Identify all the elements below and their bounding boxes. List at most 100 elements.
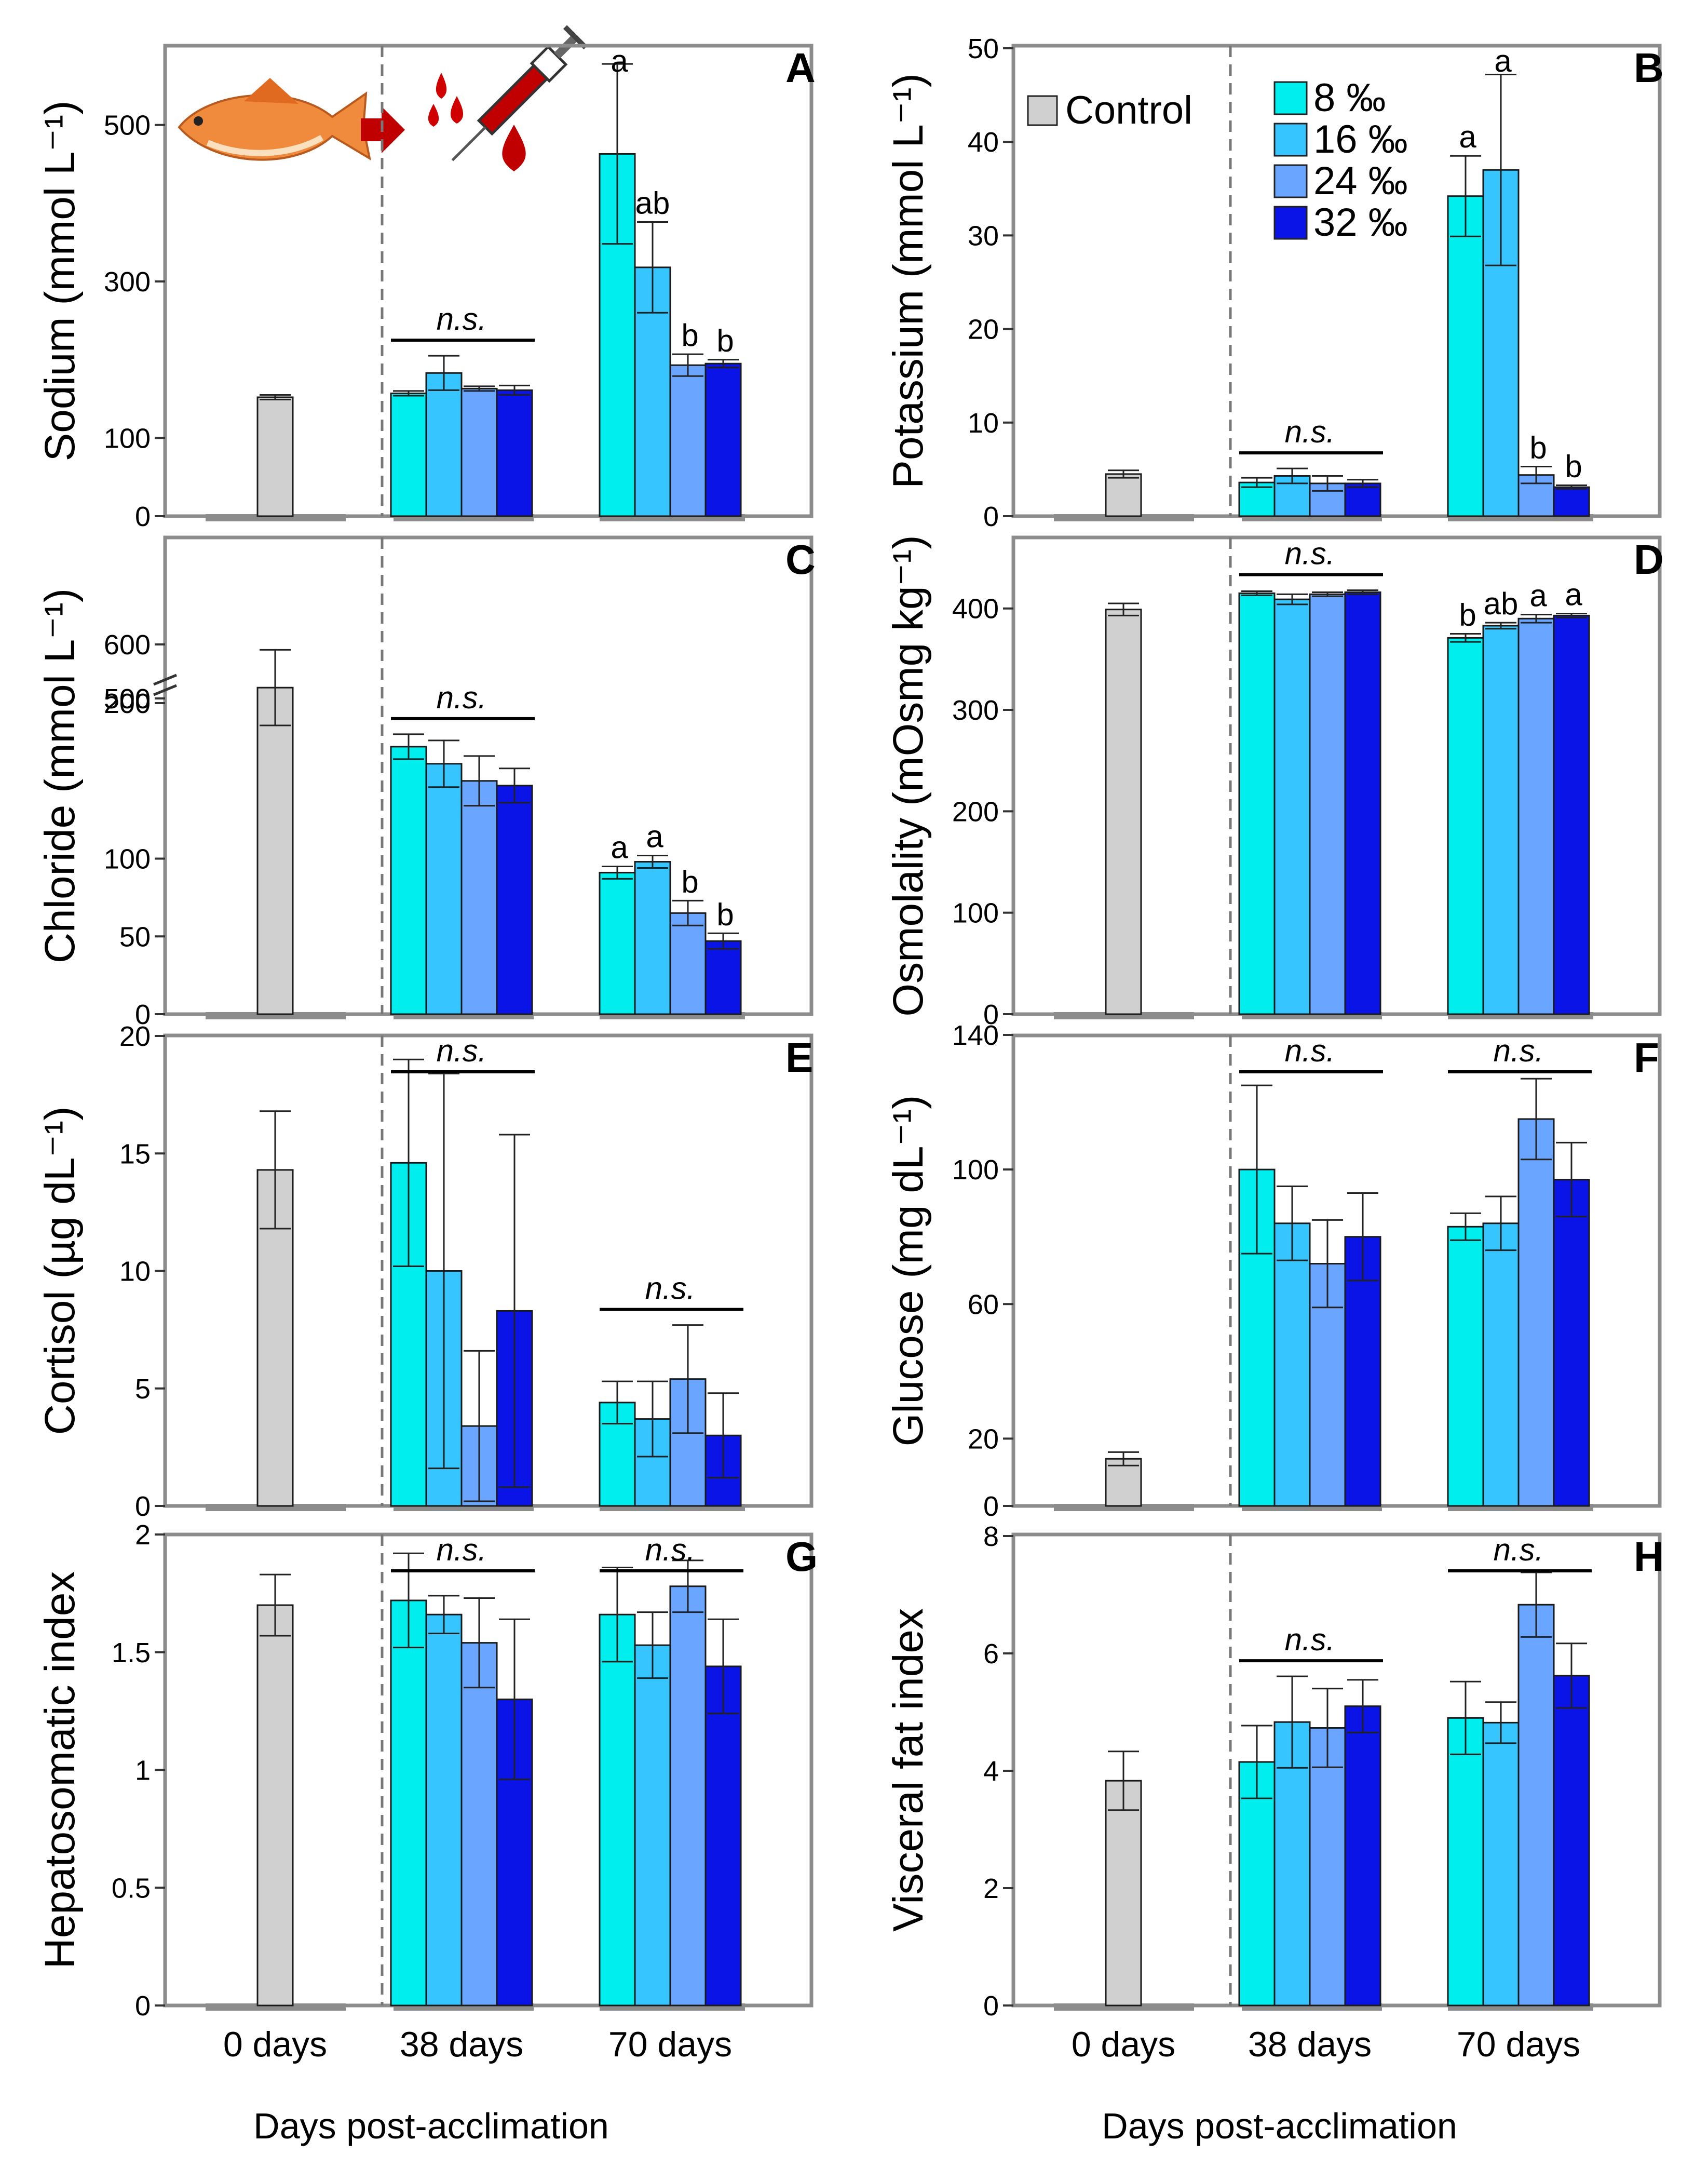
bar-s32 [1344,591,1381,1015]
ns-label: n.s. [645,1271,696,1306]
bar-s32 [1553,1179,1590,1507]
bar-s32 [496,389,533,517]
panel-d: D 0 100 200 300 400 Osmolality (mOsmg kg⁻¹) n.s… [885,535,1664,1030]
legend-label-salinity: 16 ‰ [1313,117,1408,161]
y-tick-label: 2 [135,1519,151,1551]
bar-s24 [669,1585,707,2007]
group-baseline [206,1012,346,1019]
panel-letter: F [1634,1034,1659,1081]
y-tick-label: 5 [135,1374,151,1405]
bar-s24 [460,780,498,1015]
x-group-label: 70 days [608,2025,732,2064]
bar-s24 [1517,1118,1555,1507]
x-group-label: 0 days [223,2025,327,2064]
y-tick-label: 200 [104,688,151,719]
legend-swatch-salinity [1273,206,1308,240]
bar-s8 [1238,481,1276,517]
legend-label-salinity: 32 ‰ [1313,200,1408,245]
y-tick-label: 0 [983,1491,999,1522]
bar-s24 [1517,617,1555,1015]
y-axis-label: Osmolality (mOsmg kg⁻¹) [885,535,932,1016]
x-group-label: 70 days [1457,2025,1580,2064]
bar-s24 [460,1642,498,2007]
panel-a: A 0 100 300 500 Sodium (mmol L⁻¹) n.s. a ab b b [36,44,816,532]
y-tick-label: 1 [135,1755,151,1786]
y-tick-label: 0 [135,1491,151,1522]
fish-fin-icon [244,78,299,104]
group-baseline [206,514,346,521]
bar-s32 [1344,482,1381,517]
y-tick-label: 0 [135,501,151,532]
bar-control [256,1604,294,2007]
bar-s16 [634,1644,671,2007]
bar-control [256,686,294,1015]
significance-letter: b [681,864,698,899]
bar-s16 [425,1613,463,2007]
ns-label: n.s. [1285,414,1335,449]
bar-s24 [669,912,707,1015]
y-tick-label: 2 [983,1873,999,1904]
significance-letter: b [716,897,734,932]
panel-f: F 0 20 60 100 140 Glucose (mg dL⁻¹) n.s. n.s. [885,1020,1662,1522]
blood-drop-icon [428,104,439,127]
panel-letter: G [785,1533,818,1580]
significance-letter: a [1459,119,1476,154]
y-tick-label: 200 [952,796,999,827]
bar-s24 [1517,1604,1555,2007]
bar-s32 [1553,614,1590,1015]
y-axis-label: Cortisol (µg dL⁻¹) [36,1107,84,1435]
y-axis-label: Hepatosomatic index [36,1571,84,1969]
y-tick-label: 400 [952,594,999,625]
bar-s8 [1447,1717,1484,2007]
ns-label: n.s. [437,680,487,715]
y-axis-label: Visceral fat index [885,1608,932,1932]
group-baseline [206,2003,346,2011]
bar-s32 [1553,486,1590,517]
x-group-label: 0 days [1072,2025,1175,2064]
y-tick-label: 30 [968,220,999,251]
bar-s32 [1344,1705,1381,2007]
y-tick-label: 100 [104,844,151,875]
legend-label-salinity: 24 ‰ [1313,159,1408,203]
significance-letter: b [716,324,734,358]
panel-letter: B [1634,45,1664,91]
ns-label: n.s. [1494,1532,1544,1567]
significance-letter: ab [635,185,670,220]
fish-illustration [178,78,405,161]
bar-s8 [599,1613,636,2007]
panel-letter: E [785,1034,813,1081]
y-tick-label: 40 [968,127,999,158]
blood-drop-icon [436,73,447,99]
x-group-label: 38 days [1248,2025,1372,2064]
group-baseline [1054,2003,1194,2011]
y-tick-label: 20 [119,1021,151,1052]
fish-belly-icon [206,134,324,156]
y-tick-label: 60 [968,1289,999,1320]
legend-swatch-control [1027,95,1058,126]
y-tick-label: 300 [104,266,151,298]
bar-control [1105,473,1142,517]
group-baseline [1054,1012,1194,1019]
legend-swatch-salinity [1273,164,1308,198]
bar-s16 [634,1418,671,1507]
bar-s16 [1482,1222,1520,1507]
bar-control [1105,1458,1142,1507]
group-baseline [1054,514,1194,521]
bar-s8 [390,746,427,1015]
ns-label: n.s. [1285,1033,1335,1068]
legend: Control 8 ‰16 ‰24 ‰32 ‰ [1027,76,1408,245]
bar-s16 [634,860,671,1015]
significance-letter: a [1565,577,1582,612]
y-tick-label: 0 [983,999,999,1030]
significance-letter: a [611,44,628,78]
y-tick-label: 50 [968,33,999,64]
bar-s24 [460,387,498,517]
y-tick-label: 500 [104,110,151,141]
panel-h: H 0 2 4 6 8 Visceral fat index n.s. n.s. 0 days 38… [885,1521,1664,2146]
bar-s16 [1273,1222,1311,1507]
panel-letter: H [1634,1533,1664,1580]
y-tick-label: 0 [983,501,999,532]
y-tick-label: 600 [104,629,151,661]
y-tick-label: 100 [104,423,151,454]
significance-letter: a [1529,578,1547,613]
